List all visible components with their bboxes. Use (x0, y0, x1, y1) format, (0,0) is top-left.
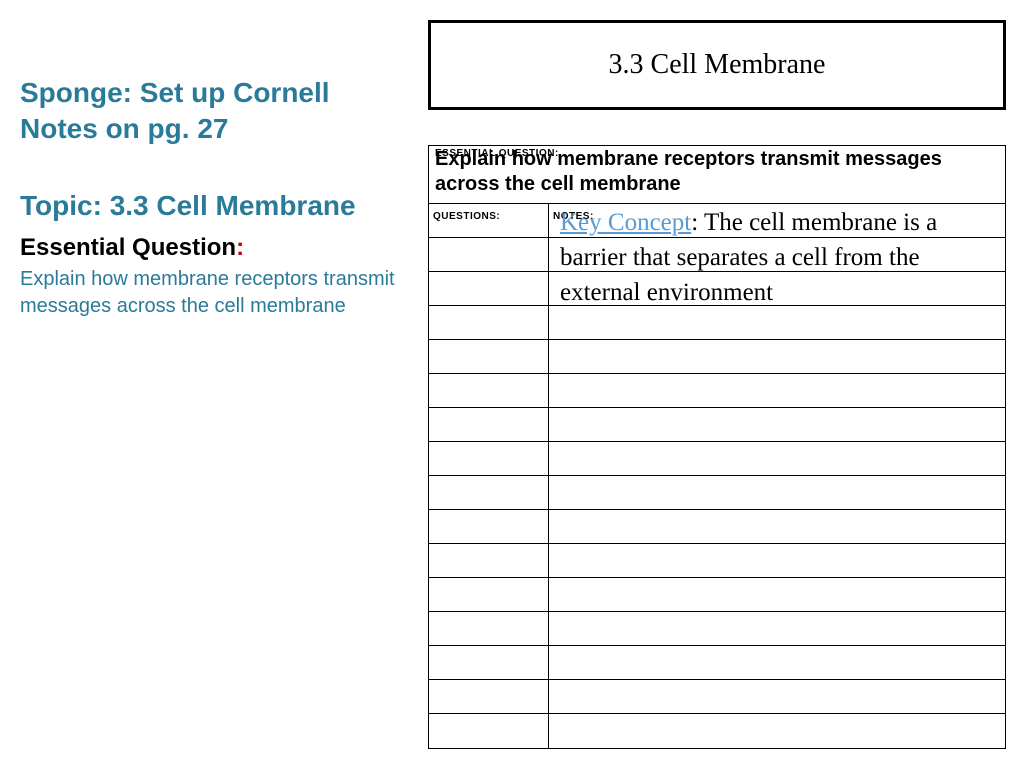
cornell-row (429, 544, 1005, 578)
cornell-row (429, 476, 1005, 510)
questions-cell (429, 340, 549, 373)
cornell-eq-section: ESSENTIAL QUESTION: Explain how membrane… (429, 146, 1005, 204)
notes-cell (549, 340, 1005, 373)
notes-cell (549, 510, 1005, 543)
topic-title: Topic: 3.3 Cell Membrane (20, 188, 400, 224)
notes-cell (549, 612, 1005, 645)
notes-cell (549, 578, 1005, 611)
notes-cell (549, 646, 1005, 679)
notes-cell (549, 476, 1005, 509)
questions-cell (429, 476, 549, 509)
cornell-row (429, 374, 1005, 408)
left-panel: Sponge: Set up Cornell Notes on pg. 27 T… (20, 75, 400, 320)
questions-cell (429, 578, 549, 611)
cornell-eq-text: Explain how membrane receptors transmit … (435, 147, 999, 197)
key-concept-label: Key Concept (560, 209, 691, 236)
questions-cell (429, 238, 549, 271)
questions-cell (429, 680, 549, 713)
cornell-row (429, 578, 1005, 612)
cornell-row (429, 408, 1005, 442)
questions-cell (429, 646, 549, 679)
cornell-row (429, 646, 1005, 680)
eq-body: Explain how membrane receptors transmit … (20, 266, 400, 320)
eq-colon: : (236, 234, 244, 261)
questions-cell (429, 374, 549, 407)
questions-cell (429, 714, 549, 748)
notes-cell (549, 408, 1005, 441)
essential-question-block: Essential Question: Explain how membrane… (20, 234, 400, 320)
cornell-row (429, 442, 1005, 476)
notes-cell (549, 680, 1005, 713)
eq-label: Essential Question (20, 234, 236, 261)
notes-cell (549, 374, 1005, 407)
notes-cell (549, 544, 1005, 577)
questions-cell (429, 442, 549, 475)
questions-cell (429, 408, 549, 441)
cornell-row (429, 612, 1005, 646)
questions-cell: QUESTIONS: (429, 204, 549, 237)
cornell-row (429, 714, 1005, 748)
cornell-row (429, 510, 1005, 544)
questions-header: QUESTIONS: (433, 211, 500, 222)
notes-cell (549, 306, 1005, 339)
notes-cell (549, 442, 1005, 475)
title-box: 3.3 Cell Membrane (428, 20, 1006, 110)
questions-cell (429, 612, 549, 645)
questions-cell (429, 510, 549, 543)
questions-cell (429, 272, 549, 305)
notes-cell (549, 714, 1005, 748)
sponge-title: Sponge: Set up Cornell Notes on pg. 27 (20, 75, 400, 148)
cornell-row (429, 306, 1005, 340)
title-text: 3.3 Cell Membrane (609, 49, 826, 81)
questions-cell (429, 544, 549, 577)
key-concept-box: Key Concept: The cell membrane is a barr… (560, 205, 980, 310)
questions-cell (429, 306, 549, 339)
cornell-row (429, 680, 1005, 714)
cornell-row (429, 340, 1005, 374)
